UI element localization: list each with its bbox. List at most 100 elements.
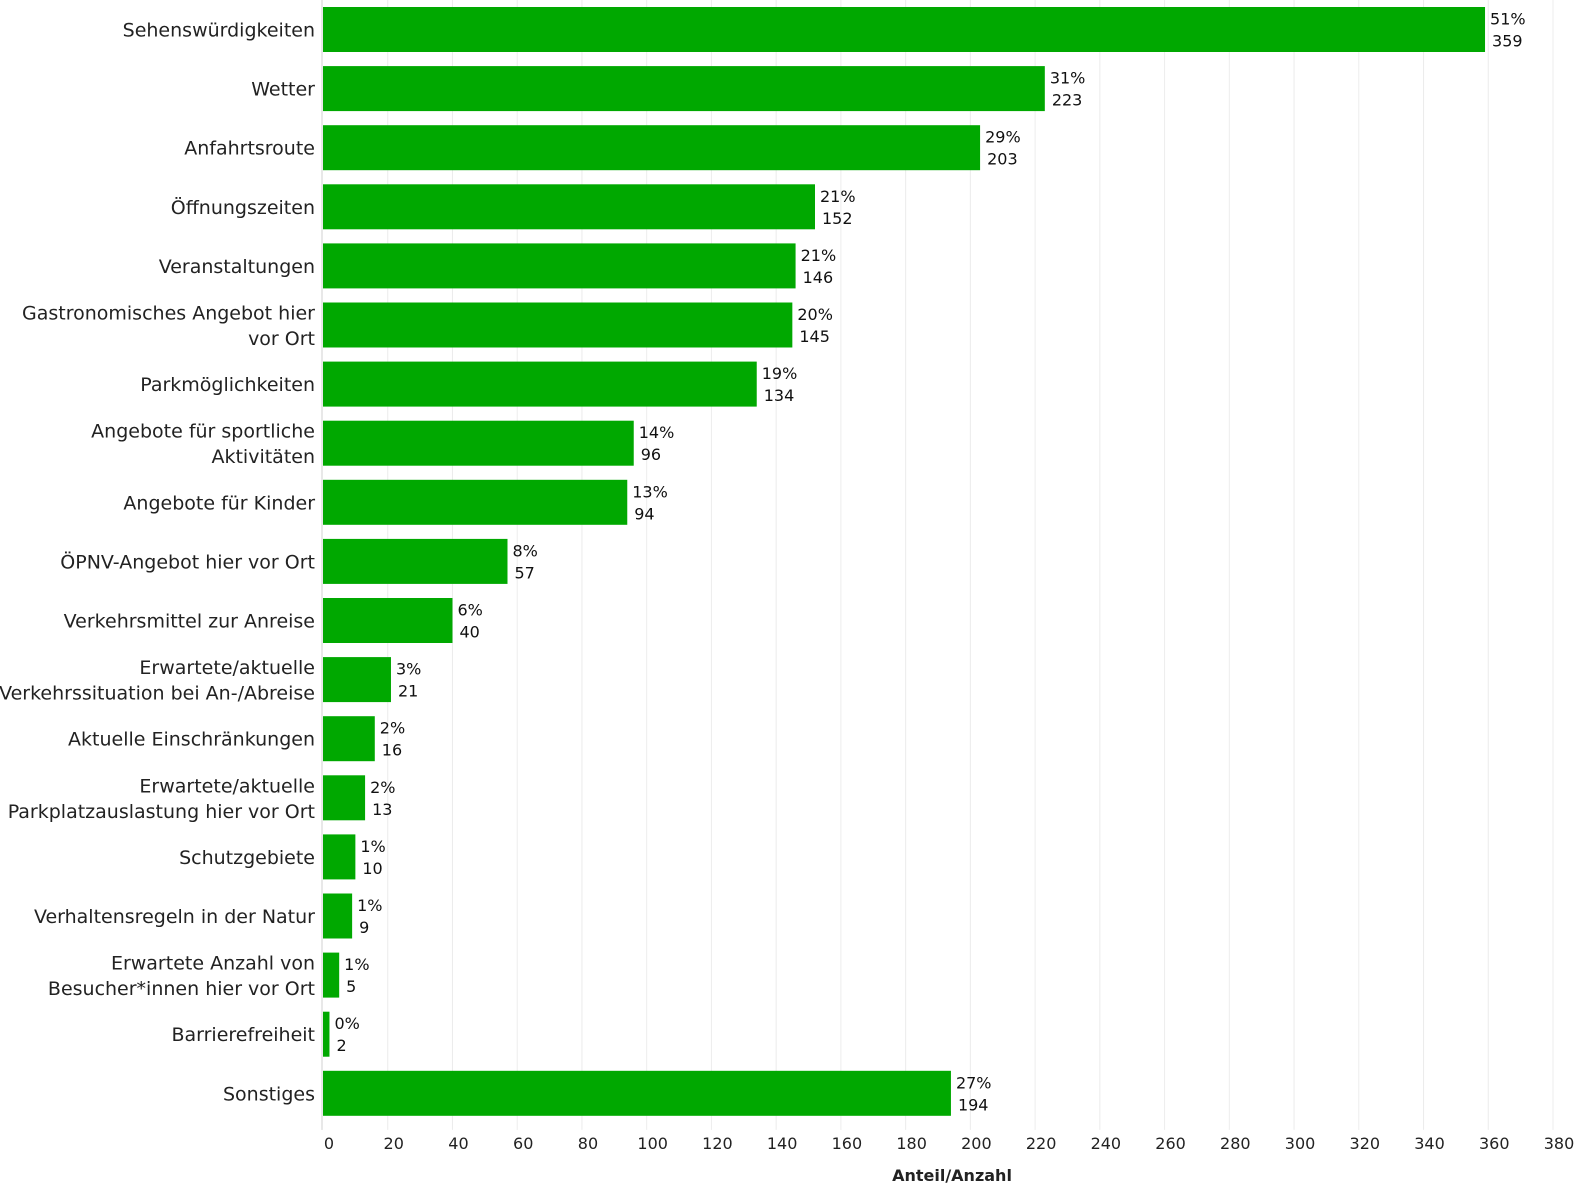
category-label: Parkplatzauslastung hier vor Ort	[8, 801, 315, 823]
count-label: 57	[515, 563, 535, 582]
percent-label: 21%	[820, 187, 856, 206]
x-tick-label: 320	[1350, 1134, 1381, 1153]
count-label: 194	[958, 1095, 989, 1114]
count-label: 223	[1052, 91, 1083, 110]
category-label: Angebote für Kinder	[123, 492, 315, 514]
bar	[323, 952, 340, 998]
percent-label: 2%	[370, 778, 395, 797]
x-tick-label: 220	[1026, 1134, 1057, 1153]
bar	[323, 302, 793, 348]
count-label: 145	[799, 327, 830, 346]
bar	[323, 598, 453, 643]
category-label: Gastronomisches Angebot hier	[22, 303, 315, 325]
bar	[323, 243, 796, 289]
percent-label: 2%	[380, 719, 405, 738]
bar	[323, 479, 628, 525]
x-axis: 0 20 40 60 80 100 120 140 160 180 200 220 240 260 280 3…	[321, 0, 1575, 1153]
category-label: vor Ort	[248, 328, 315, 350]
category-label: Anfahrtsroute	[184, 138, 315, 160]
percent-label: 27%	[956, 1073, 992, 1092]
count-label: 40	[459, 623, 479, 642]
category-label: Wetter	[251, 79, 315, 101]
count-label: 203	[987, 150, 1018, 169]
count-label: 5	[346, 977, 356, 996]
count-label: 146	[803, 268, 834, 287]
bar	[323, 834, 356, 880]
category-label: Angebote für sportliche	[91, 421, 315, 443]
x-tick-label: 100	[637, 1134, 668, 1153]
category-label: Öffnungszeiten	[171, 196, 315, 219]
category-label: Aktivitäten	[211, 446, 315, 468]
bar	[323, 361, 757, 407]
bar	[323, 7, 1486, 52]
percent-label: 51%	[1490, 10, 1526, 29]
x-tick-label: 280	[1220, 1134, 1251, 1153]
category-label: Barrierefreiheit	[171, 1024, 315, 1046]
bar	[323, 66, 1045, 112]
bar	[323, 125, 981, 171]
percent-label: 31%	[1050, 69, 1086, 88]
x-tick-label: 0	[324, 1134, 334, 1153]
x-tick-label: 180	[896, 1134, 927, 1153]
bar	[323, 1011, 330, 1057]
bars	[323, 7, 1486, 1116]
count-label: 152	[822, 209, 853, 228]
bar	[323, 657, 391, 703]
category-label: Erwartete Anzahl von	[111, 953, 315, 975]
count-label: 21	[398, 682, 418, 701]
count-label: 10	[362, 859, 382, 878]
x-tick-label: 60	[513, 1134, 533, 1153]
bar	[323, 716, 375, 762]
count-label: 96	[641, 445, 661, 464]
value-labels: 51%35931%22329%20321%15221%14620%14519%1…	[334, 10, 1525, 1115]
x-tick-label: 300	[1285, 1134, 1316, 1153]
percent-label: 1%	[360, 837, 385, 856]
count-label: 13	[372, 800, 392, 819]
percent-label: 14%	[639, 423, 675, 442]
bar	[323, 538, 508, 584]
percent-label: 29%	[985, 128, 1021, 147]
category-labels: Sehenswürdigkeiten Wetter Anfahrtsroute Öff…	[0, 20, 315, 1106]
percent-label: 1%	[357, 896, 382, 915]
percent-label: 3%	[396, 660, 421, 679]
category-label: Verkehrssituation bei An-/Abreise	[0, 683, 315, 705]
x-tick-label: 380	[1544, 1134, 1575, 1153]
bar	[323, 420, 634, 466]
bar	[323, 184, 815, 230]
percent-label: 1%	[344, 955, 369, 974]
category-label: ÖPNV-Angebot hier vor Ort	[60, 550, 315, 573]
percent-label: 6%	[457, 601, 482, 620]
x-tick-label: 40	[448, 1134, 468, 1153]
x-tick-label: 200	[961, 1134, 992, 1153]
bar	[323, 1070, 951, 1116]
category-label: Sehenswürdigkeiten	[123, 20, 315, 42]
bar	[323, 775, 366, 821]
x-tick-label: 160	[832, 1134, 863, 1153]
count-label: 94	[634, 504, 654, 523]
category-label: Parkmöglichkeiten	[140, 374, 315, 396]
count-label: 2	[336, 1036, 346, 1055]
x-tick-label: 20	[384, 1134, 404, 1153]
x-tick-label: 80	[578, 1134, 598, 1153]
percent-label: 13%	[632, 482, 668, 501]
count-label: 9	[359, 918, 369, 937]
percent-label: 20%	[797, 305, 833, 324]
x-tick-label: 140	[767, 1134, 798, 1153]
x-tick-label: 240	[1091, 1134, 1122, 1153]
percent-label: 21%	[801, 246, 837, 265]
category-label: Verkehrsmittel zur Anreise	[64, 611, 315, 633]
count-label: 16	[382, 741, 402, 760]
x-tick-label: 340	[1414, 1134, 1445, 1153]
x-axis-title: Anteil/Anzahl	[892, 1166, 1012, 1185]
category-label: Veranstaltungen	[159, 256, 315, 278]
category-label: Verhaltensregeln in der Natur	[34, 906, 315, 928]
category-label: Aktuelle Einschränkungen	[68, 729, 315, 751]
percent-label: 0%	[334, 1014, 359, 1033]
category-label: Besucher*innen hier vor Ort	[48, 978, 315, 1000]
category-label: Erwartete/aktuelle	[139, 775, 315, 797]
percent-label: 8%	[513, 541, 538, 560]
count-label: 134	[764, 386, 795, 405]
x-tick-label: 260	[1155, 1134, 1186, 1153]
x-tick-label: 120	[702, 1134, 733, 1153]
